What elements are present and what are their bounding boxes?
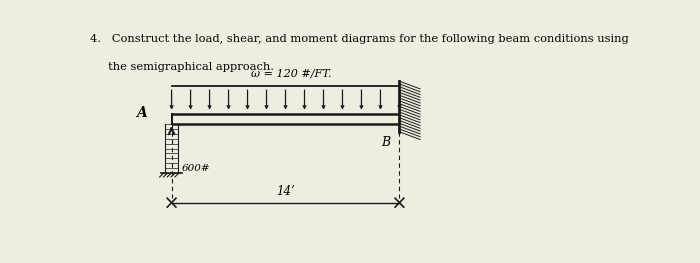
Text: A: A bbox=[136, 105, 147, 120]
Text: ω = 120 #/FT.: ω = 120 #/FT. bbox=[251, 68, 331, 78]
Text: 600#: 600# bbox=[181, 164, 210, 173]
Text: 4.   Construct the load, shear, and moment diagrams for the following beam condi: 4. Construct the load, shear, and moment… bbox=[90, 34, 629, 44]
Text: the semigraphical approach.: the semigraphical approach. bbox=[90, 62, 274, 72]
Text: B: B bbox=[382, 136, 391, 149]
Text: 14’: 14’ bbox=[276, 185, 295, 198]
